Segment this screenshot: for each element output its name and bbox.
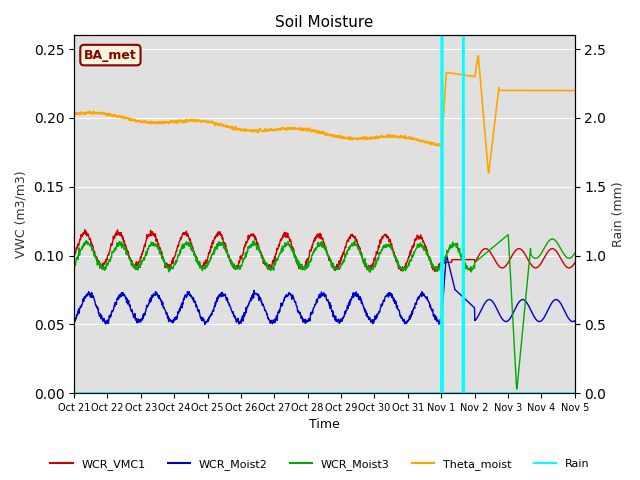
Title: Soil Moisture: Soil Moisture bbox=[275, 15, 374, 30]
Line: WCR_Moist2: WCR_Moist2 bbox=[74, 255, 575, 324]
Line: WCR_VMC1: WCR_VMC1 bbox=[74, 230, 575, 272]
WCR_Moist2 bbox=[238, 318, 246, 324]
Rain bbox=[70, 390, 78, 396]
Line: Rain: Rain bbox=[74, 36, 575, 393]
WCR_Moist2 bbox=[201, 322, 209, 327]
WCR_VMC1 bbox=[571, 260, 579, 266]
WCR_Moist2 bbox=[571, 318, 579, 324]
Rain bbox=[182, 390, 189, 396]
WCR_Moist2 bbox=[170, 317, 177, 323]
Rain bbox=[571, 390, 579, 396]
WCR_Moist3 bbox=[182, 241, 189, 247]
WCR_Moist2 bbox=[468, 302, 476, 308]
WCR_Moist3 bbox=[170, 266, 177, 272]
WCR_VMC1 bbox=[402, 263, 410, 268]
WCR_Moist3 bbox=[504, 232, 512, 238]
Theta_moist bbox=[474, 53, 482, 59]
Rain bbox=[438, 33, 445, 38]
Line: Theta_moist: Theta_moist bbox=[74, 56, 575, 173]
Theta_moist bbox=[170, 119, 177, 125]
Theta_moist bbox=[402, 134, 410, 140]
Rain bbox=[468, 390, 476, 396]
Theta_moist bbox=[237, 127, 245, 132]
Theta_moist bbox=[467, 73, 475, 79]
WCR_VMC1 bbox=[182, 230, 189, 236]
WCR_VMC1 bbox=[512, 247, 520, 253]
WCR_Moist2 bbox=[182, 292, 189, 298]
WCR_Moist3 bbox=[512, 367, 520, 372]
WCR_Moist2 bbox=[70, 317, 78, 323]
WCR_Moist3 bbox=[467, 268, 475, 274]
Theta_moist bbox=[182, 118, 189, 123]
WCR_Moist2 bbox=[442, 252, 450, 258]
WCR_Moist3 bbox=[70, 264, 78, 270]
WCR_VMC1 bbox=[81, 227, 89, 233]
Theta_moist bbox=[571, 88, 579, 94]
WCR_VMC1 bbox=[70, 253, 78, 259]
WCR_Moist3 bbox=[402, 267, 410, 273]
Rain bbox=[512, 390, 520, 396]
Theta_moist bbox=[512, 87, 520, 93]
Y-axis label: Rain (mm): Rain (mm) bbox=[612, 181, 625, 247]
Text: BA_met: BA_met bbox=[84, 48, 137, 61]
WCR_VMC1 bbox=[468, 257, 476, 263]
WCR_VMC1 bbox=[170, 257, 177, 263]
Rain bbox=[170, 390, 177, 396]
WCR_Moist2 bbox=[512, 304, 520, 310]
Theta_moist bbox=[70, 111, 78, 117]
WCR_VMC1 bbox=[431, 269, 438, 275]
Theta_moist bbox=[484, 170, 492, 176]
Y-axis label: VWC (m3/m3): VWC (m3/m3) bbox=[15, 170, 28, 258]
WCR_Moist3 bbox=[571, 251, 579, 256]
Rain bbox=[402, 390, 410, 396]
Rain bbox=[237, 390, 245, 396]
WCR_Moist2 bbox=[402, 319, 410, 324]
WCR_Moist3 bbox=[237, 264, 245, 269]
Legend: WCR_VMC1, WCR_Moist2, WCR_Moist3, Theta_moist, Rain: WCR_VMC1, WCR_Moist2, WCR_Moist3, Theta_… bbox=[46, 455, 594, 474]
WCR_Moist3 bbox=[513, 386, 520, 392]
WCR_VMC1 bbox=[238, 256, 246, 262]
X-axis label: Time: Time bbox=[309, 419, 340, 432]
Line: WCR_Moist3: WCR_Moist3 bbox=[74, 235, 575, 389]
